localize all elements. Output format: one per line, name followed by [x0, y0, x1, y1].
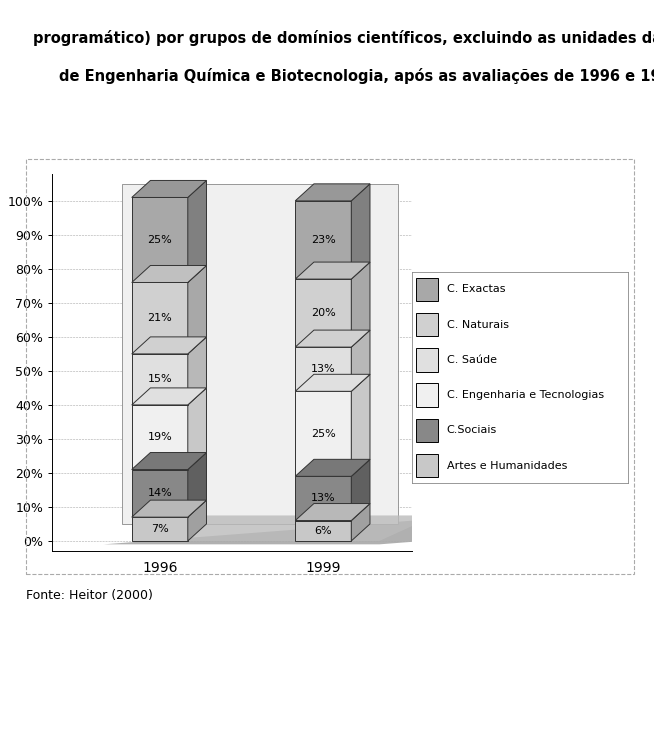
Text: C. Engenharia e Tecnologias: C. Engenharia e Tecnologias	[447, 390, 604, 400]
Polygon shape	[295, 201, 351, 279]
Text: 20%: 20%	[311, 308, 336, 318]
Polygon shape	[131, 354, 188, 405]
Polygon shape	[131, 405, 188, 470]
Polygon shape	[188, 452, 207, 517]
Polygon shape	[188, 500, 207, 541]
Text: 15%: 15%	[147, 374, 172, 384]
Text: Fonte: Heitor (2000): Fonte: Heitor (2000)	[26, 589, 153, 602]
Polygon shape	[351, 504, 370, 541]
Text: 13%: 13%	[311, 494, 336, 504]
Text: C. Exactas: C. Exactas	[447, 285, 505, 294]
Text: programático) por grupos de domínios científicos, excluindo as unidades da área: programático) por grupos de domínios cie…	[33, 30, 654, 46]
Bar	[417, 313, 438, 336]
Polygon shape	[131, 517, 188, 541]
Polygon shape	[131, 516, 436, 541]
Text: 19%: 19%	[147, 432, 172, 442]
Text: C. Saúde: C. Saúde	[447, 355, 496, 365]
Polygon shape	[188, 180, 207, 282]
Polygon shape	[131, 282, 188, 354]
Polygon shape	[131, 337, 207, 354]
Text: 13%: 13%	[311, 364, 336, 374]
Polygon shape	[351, 262, 370, 347]
Polygon shape	[295, 391, 351, 476]
Text: 1999: 1999	[305, 562, 341, 575]
Polygon shape	[295, 374, 370, 391]
Bar	[417, 419, 438, 442]
Polygon shape	[295, 459, 370, 476]
Polygon shape	[122, 184, 398, 524]
Polygon shape	[104, 519, 654, 544]
Polygon shape	[131, 198, 188, 282]
Polygon shape	[131, 452, 207, 470]
Polygon shape	[188, 266, 207, 354]
Text: 21%: 21%	[147, 313, 172, 323]
Polygon shape	[188, 388, 207, 470]
Polygon shape	[295, 476, 351, 520]
Bar	[417, 384, 438, 407]
Text: 7%: 7%	[151, 524, 169, 534]
Text: 6%: 6%	[315, 525, 332, 536]
Polygon shape	[131, 500, 207, 517]
Polygon shape	[131, 266, 207, 282]
Text: C.Sociais: C.Sociais	[447, 425, 497, 436]
Polygon shape	[351, 330, 370, 391]
Polygon shape	[295, 520, 351, 541]
Polygon shape	[295, 262, 370, 279]
Text: C. Naturais: C. Naturais	[447, 319, 509, 330]
Polygon shape	[295, 347, 351, 391]
Polygon shape	[295, 279, 351, 347]
Bar	[417, 278, 438, 301]
Polygon shape	[131, 180, 207, 198]
Bar	[417, 348, 438, 371]
Polygon shape	[295, 504, 370, 520]
Bar	[417, 454, 438, 477]
Text: 25%: 25%	[147, 235, 172, 245]
Polygon shape	[131, 470, 188, 517]
Text: 25%: 25%	[311, 429, 336, 439]
Text: Artes e Humanidades: Artes e Humanidades	[447, 461, 567, 470]
Polygon shape	[351, 374, 370, 476]
Text: 14%: 14%	[147, 488, 172, 498]
Text: 1996: 1996	[142, 562, 177, 575]
Polygon shape	[351, 184, 370, 279]
Polygon shape	[295, 330, 370, 347]
Polygon shape	[295, 184, 370, 201]
Text: de Engenharia Química e Biotecnologia, após as avaliações de 1996 e 1999: de Engenharia Química e Biotecnologia, a…	[59, 68, 654, 84]
Polygon shape	[131, 388, 207, 405]
Polygon shape	[188, 337, 207, 405]
Text: 23%: 23%	[311, 235, 336, 245]
Polygon shape	[351, 459, 370, 520]
